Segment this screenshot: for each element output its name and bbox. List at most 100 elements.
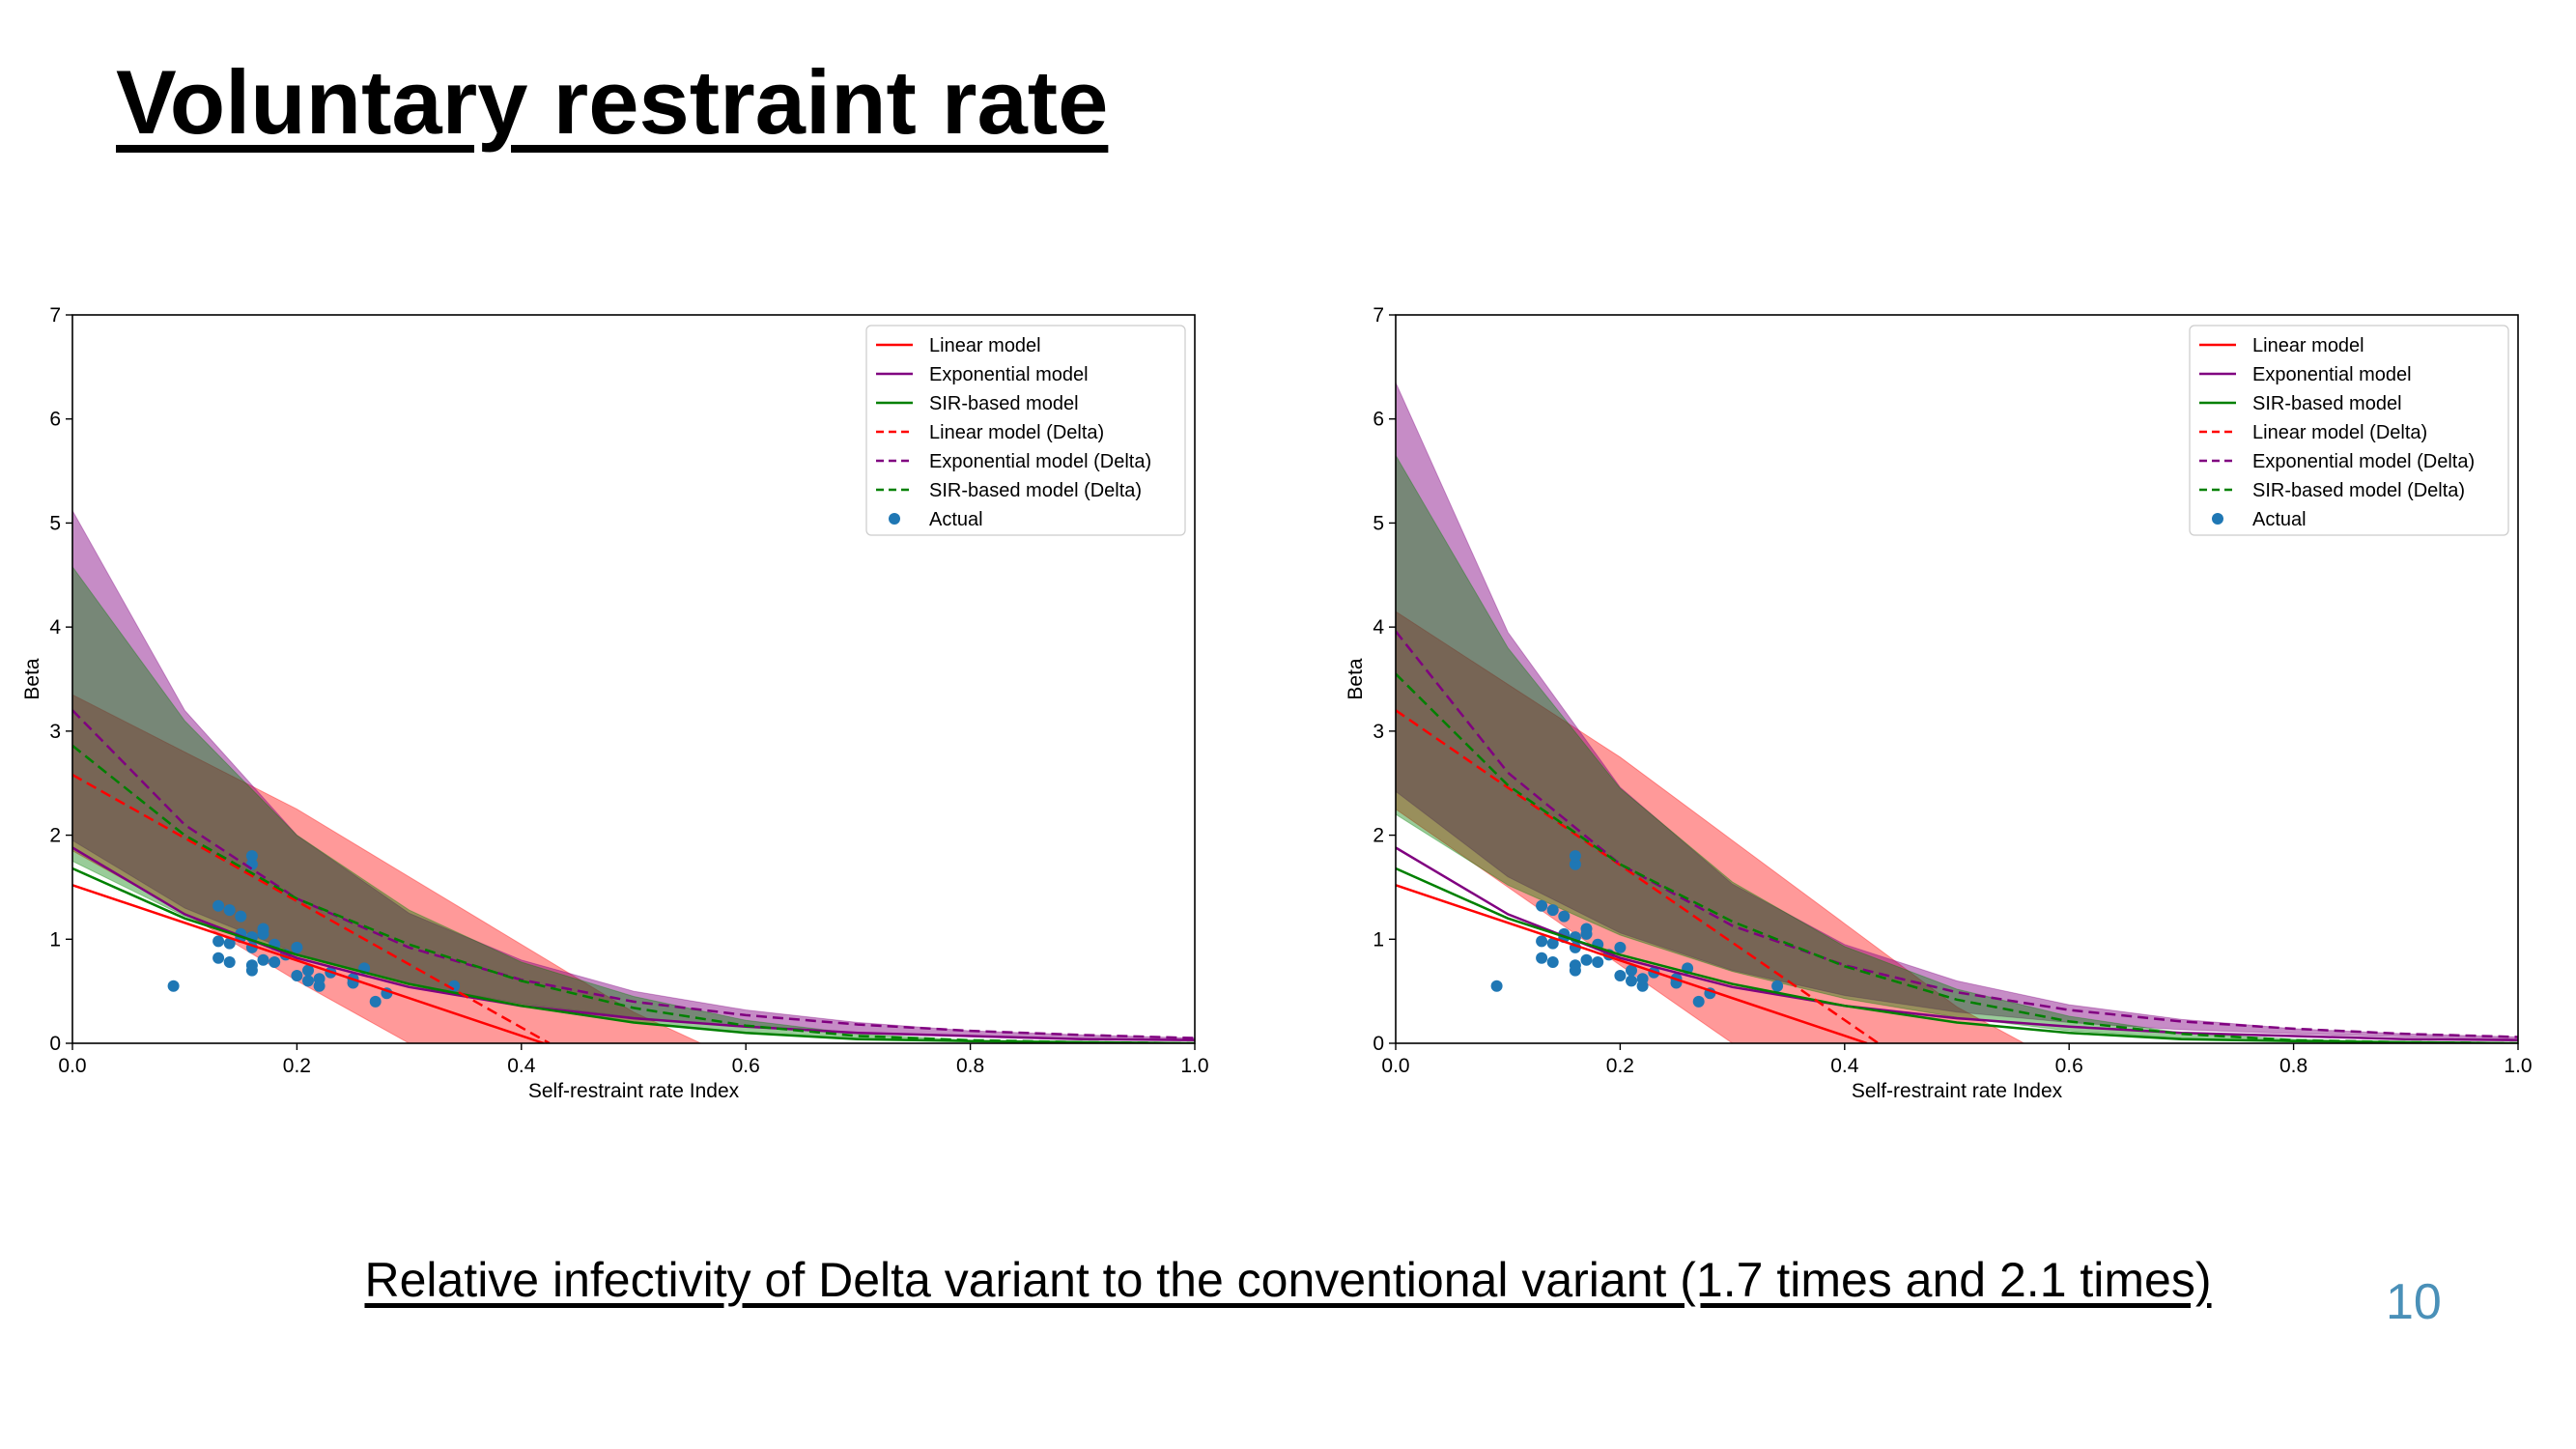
y-tick-label: 6 [1373,409,1384,431]
legend: Linear model Exponential model SIR-based m… [865,325,1186,536]
legend-label: Exponential model (Delta) [2252,451,2475,472]
y-tick-label: 7 [49,304,61,327]
actual-point [212,952,225,964]
x-tick-label: 0.8 [956,1055,984,1077]
actual-point [1569,858,1581,870]
actual-point [1692,995,1705,1008]
chart-delta-1-7: 0.0 0.2 0.4 0.6 0.8 1.0 0 1 2 3 4 5 6 7 Self-restraint… [21,304,1209,1102]
actual-point [245,964,258,977]
actual-point [1626,975,1637,987]
x-axis-label: Self-restraint rate Index [1852,1080,2063,1102]
legend-label: Exponential model (Delta) [929,451,1151,472]
legend-label: SIR-based model (Delta) [2252,480,2465,501]
actual-point [302,964,314,977]
actual-point [1546,956,1559,968]
actual-point [245,850,258,863]
actual-point [167,980,180,992]
x-tick-label: 0.4 [1830,1055,1859,1077]
actual-point [1626,964,1637,977]
legend-label: Exponential model [2252,364,2412,385]
confidence-band-2 [1396,454,2518,1043]
plot-frame [1395,314,2519,1044]
y-tick-label: 6 [49,409,61,431]
plot-frame [71,314,1196,1044]
confidence-band-1 [72,509,1195,1041]
y-tick-label: 4 [49,616,61,639]
y-tick-label: 5 [49,512,61,534]
legend-label: SIR-based model (Delta) [929,480,1142,501]
legend-label: SIR-based model [2252,393,2402,414]
actual-point [291,941,303,953]
series-line-0 [72,884,545,1043]
actual-point [1558,910,1571,923]
actual-point [1536,899,1548,912]
plot-area [1396,382,2518,1043]
x-tick-label: 0.2 [1606,1055,1634,1077]
y-tick-label: 7 [1373,304,1384,327]
slide-title: Voluntary restraint rate [116,51,1109,153]
legend-swatch-dot [889,513,900,525]
actual-point [1771,980,1784,992]
legend-label: Linear model (Delta) [2252,422,2427,443]
x-tick-label: 1.0 [2504,1055,2532,1077]
y-tick-label: 0 [1373,1033,1384,1055]
y-axis-label: Beta [1345,658,1367,700]
actual-point [1546,904,1559,917]
y-tick-label: 0 [49,1033,61,1055]
actual-point [1569,964,1581,977]
series-line-5 [1396,672,2518,1043]
actual-point [1569,850,1581,863]
y-tick-label: 3 [49,721,61,743]
slide-caption: Relative infectivity of Delta variant to… [364,1253,2212,1307]
actual-point [212,899,225,912]
x-tick-label: 0.0 [1381,1055,1409,1077]
legend-label: Linear model [2252,335,2364,356]
x-tick-label: 0.6 [2055,1055,2083,1077]
actual-point [235,910,247,923]
legend-label: SIR-based model [929,393,1079,414]
legend-label: Linear model [929,335,1041,356]
series-line-5 [72,744,1195,1043]
x-tick-label: 0.6 [732,1055,760,1077]
x-tick-label: 0.2 [283,1055,311,1077]
series-line-4 [72,709,1195,1039]
legend-label: Actual [2252,509,2307,530]
x-tick-label: 0.8 [2279,1055,2307,1077]
legend-box [865,325,1186,536]
actual-point [1580,953,1593,966]
legend: Linear model Exponential model SIR-based m… [2189,325,2509,536]
actual-point [1580,927,1593,940]
confidence-band-1 [1396,382,2518,1040]
actual-point [1614,970,1627,981]
series-line-3 [72,774,551,1043]
y-tick-label: 5 [1373,512,1384,534]
actual-point [1536,952,1548,964]
actual-point [1536,935,1548,948]
actual-point [269,956,281,968]
page-number: 10 [2386,1274,2442,1330]
x-tick-label: 0.0 [58,1055,86,1077]
legend-label: Actual [929,509,983,530]
y-tick-label: 2 [49,825,61,847]
actual-point [302,975,314,987]
actual-point [223,904,236,917]
actual-point [1614,941,1627,953]
confidence-band-0 [1396,611,2024,1043]
y-tick-label: 1 [49,928,61,951]
series-line-0 [1396,884,1868,1043]
actual-point [212,935,225,948]
legend-label: Linear model (Delta) [929,422,1104,443]
actual-point [1546,937,1559,950]
confidence-band-2 [72,565,1195,1043]
actual-point [313,973,326,985]
legend-box [2189,325,2509,536]
x-axis-label: Self-restraint rate Index [528,1080,740,1102]
actual-point [369,995,382,1008]
actual-point [257,953,269,966]
actual-point [257,927,269,940]
y-tick-label: 4 [1373,616,1384,639]
actual-point [223,937,236,950]
y-tick-label: 1 [1373,928,1384,951]
chart-delta-2-1: 0.0 0.2 0.4 0.6 0.8 1.0 0 1 2 3 4 5 6 7 Self-restraint… [1345,304,2533,1102]
y-tick-label: 2 [1373,825,1384,847]
